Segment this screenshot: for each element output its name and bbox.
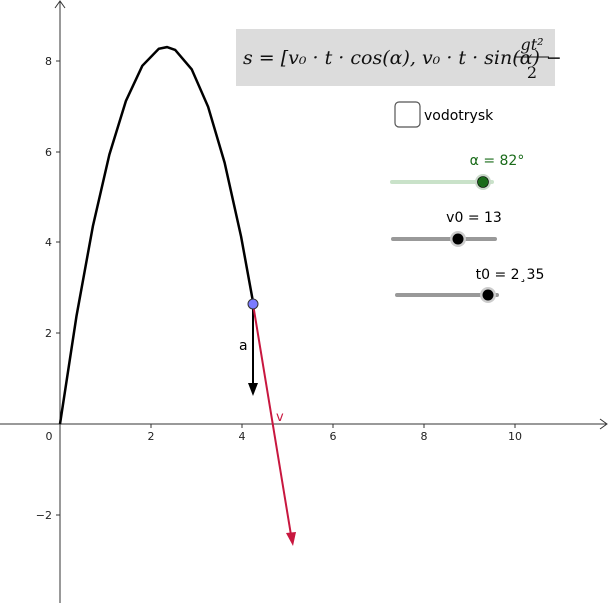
formula-denominator: 2 [527,63,537,82]
slider-label: t0 = 2¸35 [476,267,545,283]
x-tick-label: 2 [148,430,155,443]
y-tick-label: 8 [45,55,52,68]
x-tick-label: 10 [508,430,522,443]
vector-v-head [286,532,296,546]
point[interactable] [247,298,259,310]
slider-thumb[interactable] [482,289,494,301]
y-tick-label: −2 [36,509,52,522]
vector-v [252,303,292,536]
y-tick-label: 2 [45,327,52,340]
y-axis-arrow [54,0,66,9]
checkbox-label: vodotrysk [424,108,494,124]
x-tick-label: 4 [239,430,246,443]
formula-box [236,29,555,86]
x-tick-label: 8 [421,430,428,443]
formula-numerator: gt² [520,35,543,54]
vector-a-head [248,383,258,396]
tick-marks [56,60,516,516]
slider-thumb[interactable] [452,233,464,245]
x-tick-label: 0 [46,430,53,443]
slider-thumb[interactable] [477,176,489,188]
vector-a-label: a [239,338,248,354]
trajectory [58,45,255,425]
slider-label: v0 = 13 [446,210,502,226]
formula-text: s = [v₀ · t · cos(α), v₀ · t · sin(α) − [243,47,562,69]
x-axis-arrow [599,418,608,430]
y-tick-label: 6 [45,146,52,159]
vector-v-label: v [276,410,284,425]
y-tick-label: 4 [45,236,52,249]
checkbox[interactable] [394,101,421,128]
slider-label: α = 82° [470,153,525,169]
x-tick-label: 6 [330,430,337,443]
